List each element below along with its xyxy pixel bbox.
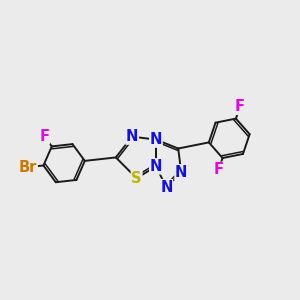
Text: F: F [39,129,50,144]
Text: N: N [175,165,188,180]
Text: N: N [126,129,138,144]
Text: F: F [235,99,245,114]
Text: Br: Br [19,160,37,175]
Text: F: F [214,162,224,177]
Text: N: N [150,159,162,174]
Text: N: N [150,132,162,147]
Text: N: N [160,180,172,195]
Text: S: S [131,171,142,186]
